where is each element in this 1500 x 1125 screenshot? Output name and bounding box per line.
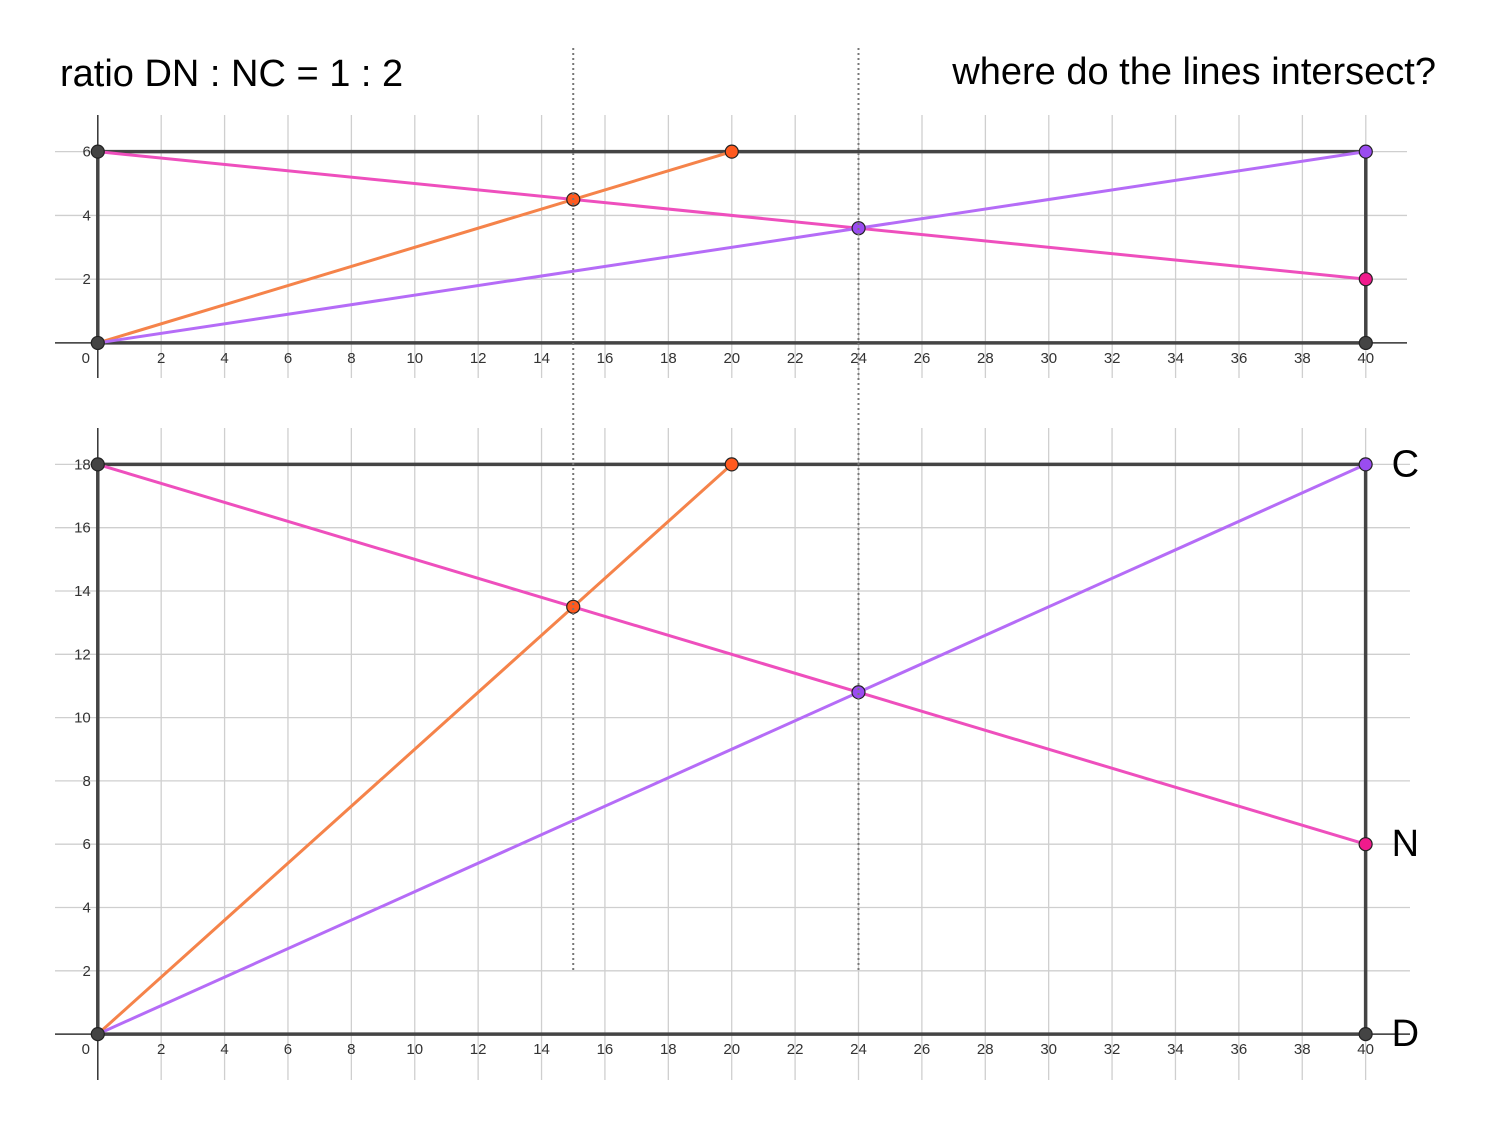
y-tick-label: 10 [74,710,91,727]
title: ratio DN : NC = 1 : 2 [60,53,403,95]
x-tick-label: 16 [597,1041,614,1058]
point [1358,335,1373,351]
x-tick-label: 34 [1167,1041,1184,1058]
segment [97,463,1367,1036]
y-tick-label: 16 [74,520,91,537]
x-tick-label: 26 [914,1041,931,1058]
point [1358,1027,1373,1042]
segment [97,150,1366,281]
x-tick-label: 14 [533,350,550,367]
x-tick-label: 16 [597,350,614,367]
x-tick-label: 2 [157,350,165,367]
x-tick-label: 14 [533,1041,550,1058]
x-tick-label: 28 [977,1041,994,1058]
x-tick-label: 0 [82,350,90,367]
x-tick-label: 40 [1357,1041,1374,1058]
x-tick-label: 4 [220,350,228,367]
x-tick-label: 10 [406,1041,423,1058]
y-tick-label: 4 [82,207,90,224]
point [724,457,739,472]
x-tick-label: 6 [284,1041,292,1058]
point-label: N [1392,823,1419,865]
x-tick-label: 30 [1040,1041,1057,1058]
x-tick-label: 26 [914,350,931,367]
segment [97,150,733,345]
segment [97,150,1367,345]
point [1358,837,1373,852]
point [1358,457,1373,472]
x-tick-label: 36 [1230,1041,1247,1058]
x-tick-label: 34 [1167,350,1184,367]
x-tick-label: 32 [1104,1041,1121,1058]
y-tick-label: 2 [82,271,90,288]
point-label: D [1392,1013,1419,1055]
x-tick-label: 10 [406,350,423,367]
y-tick-label: 6 [82,836,90,853]
x-tick-label: 38 [1294,350,1311,367]
y-tick-label: 8 [82,773,90,790]
point [566,599,581,614]
x-tick-label: 36 [1231,350,1248,367]
x-tick-label: 12 [470,1041,487,1058]
x-tick-label: 20 [723,1041,740,1058]
y-tick-label: 12 [74,646,91,663]
point-label: C [1392,443,1419,485]
x-tick-label: 40 [1357,350,1374,367]
x-tick-label: 20 [723,350,740,367]
x-tick-label: 24 [850,1041,867,1058]
x-tick-label: 8 [347,350,355,367]
point [90,457,105,472]
x-tick-label: 28 [977,350,994,367]
point [724,144,739,159]
y-tick-label: 14 [74,583,91,600]
segment [97,462,1367,846]
x-tick-label: 22 [787,1041,804,1058]
x-tick-label: 8 [347,1041,355,1058]
y-tick-label: 18 [74,456,91,473]
x-tick-label: 38 [1294,1041,1311,1058]
x-tick-label: 2 [157,1041,165,1058]
x-tick-label: 30 [1040,350,1057,367]
point [851,685,866,700]
x-tick-label: 18 [660,1041,677,1058]
x-tick-label: 18 [660,350,677,367]
point [90,335,105,351]
point [1358,272,1373,287]
y-tick-label: 2 [82,963,90,980]
point [1358,144,1373,159]
x-tick-label: 6 [284,350,292,367]
x-tick-label: 12 [470,350,487,367]
x-tick-label: 32 [1104,350,1121,367]
x-tick-label: 4 [220,1041,228,1058]
point [90,144,105,159]
question: where do the lines intersect? [951,51,1436,93]
point [90,1027,105,1042]
x-tick-label: 22 [787,350,804,367]
y-tick-label: 4 [82,900,90,917]
y-tick-label: 6 [82,144,90,161]
segment [96,463,733,1036]
x-tick-label: 0 [82,1041,90,1058]
